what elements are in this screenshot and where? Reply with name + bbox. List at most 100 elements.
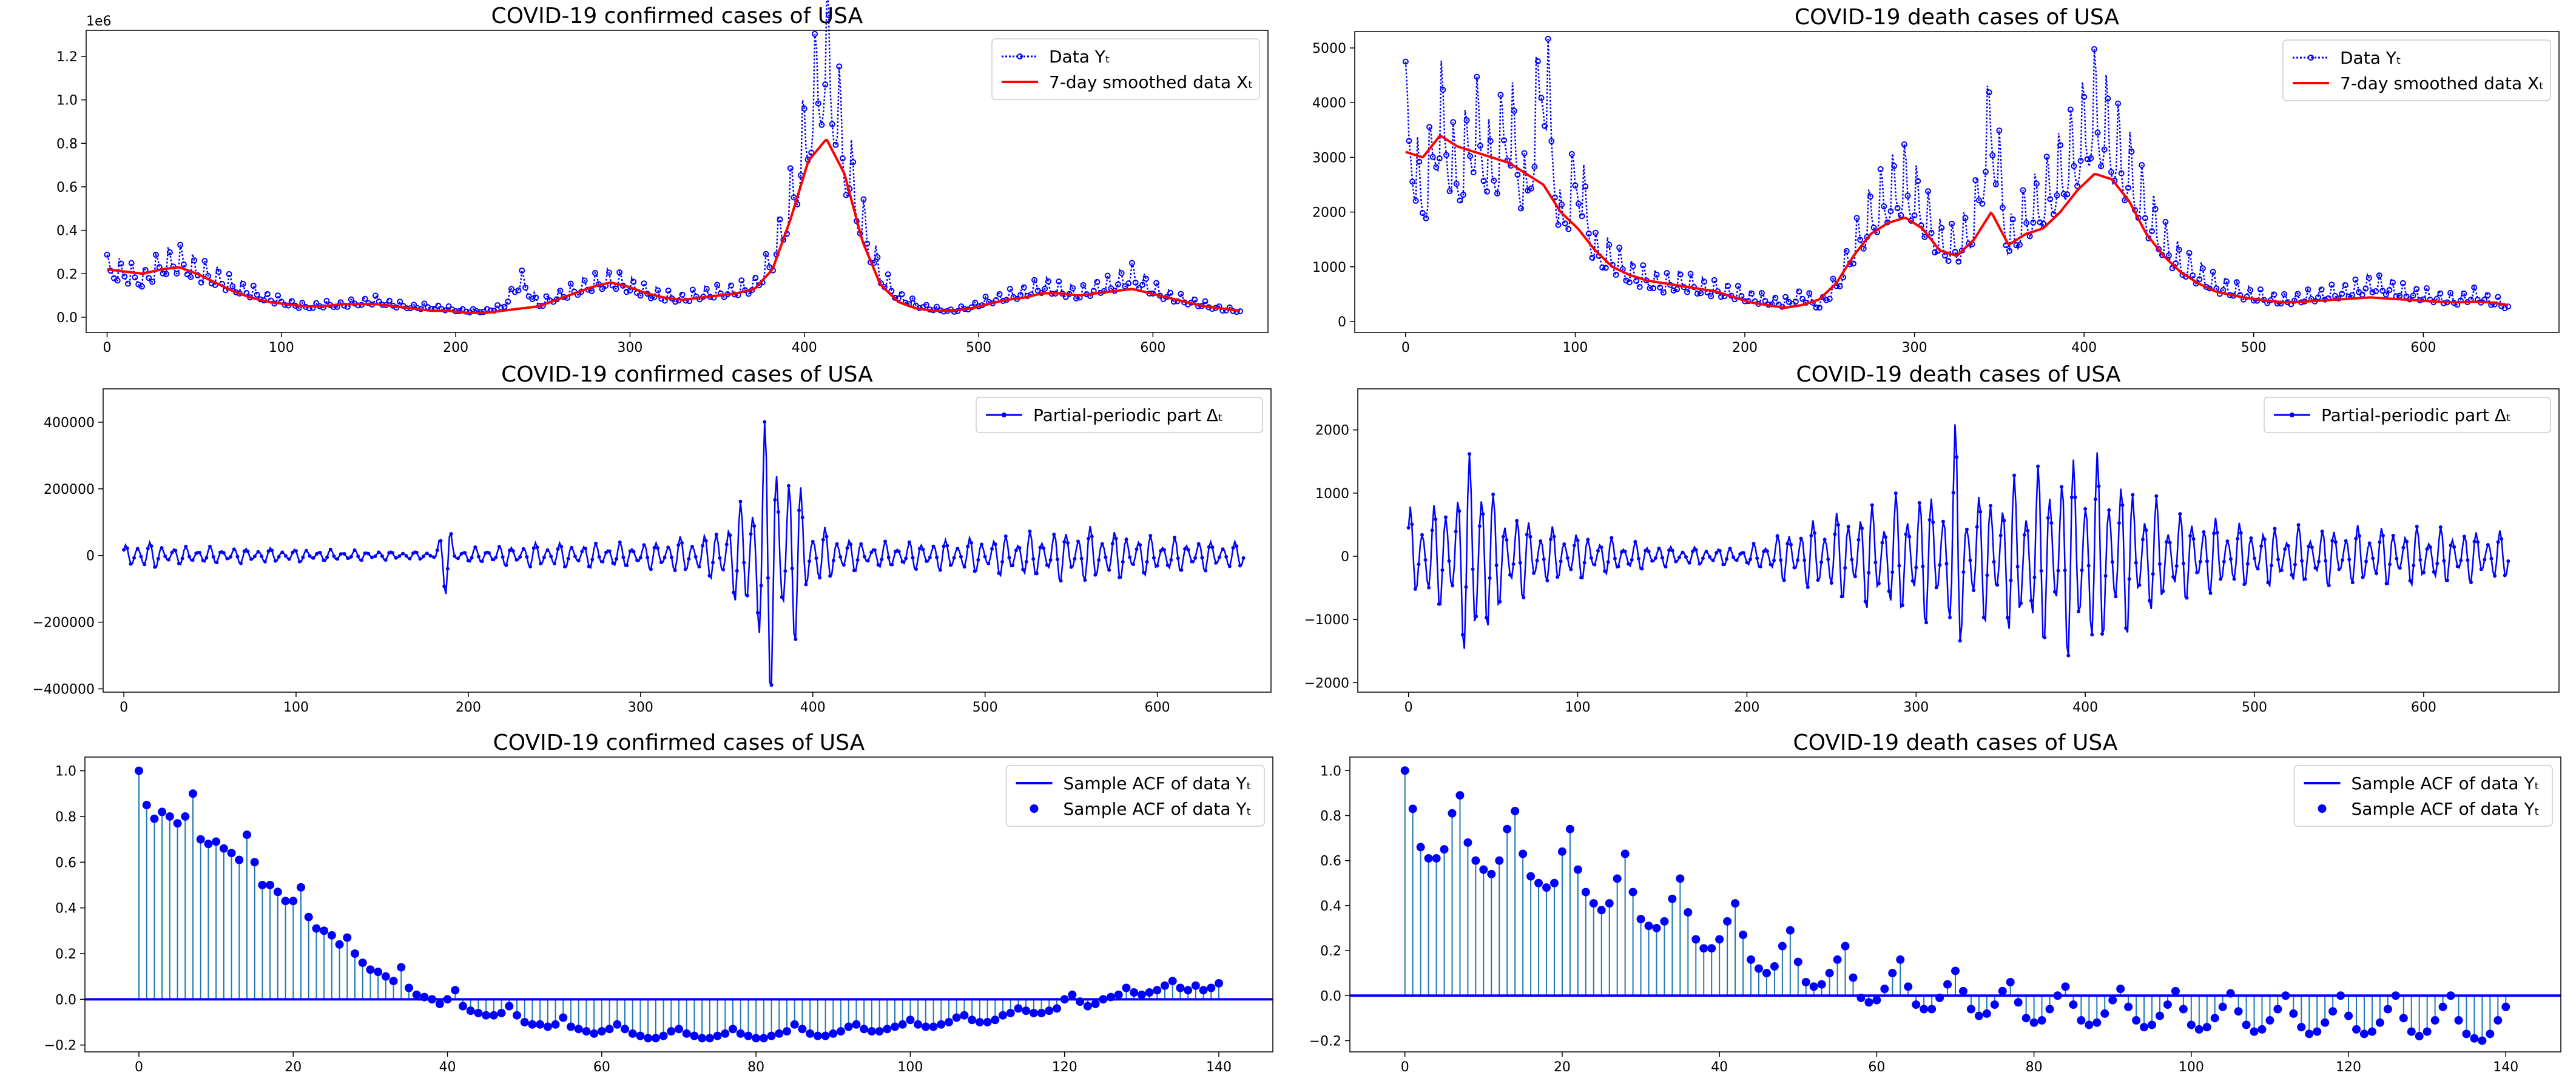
y-tick-label: −0.2 [44, 1039, 76, 1054]
data-point [543, 293, 550, 300]
data-point [738, 277, 745, 284]
data-point [787, 165, 794, 172]
p2-series-layer [1402, 36, 2512, 312]
acf-marker [906, 1015, 915, 1025]
data-point [435, 303, 442, 309]
data-point [818, 121, 825, 128]
p3-series-layer [122, 420, 1246, 688]
acf-marker [2493, 1016, 2503, 1025]
acf-marker [2486, 1029, 2495, 1039]
data-point [2152, 206, 2159, 212]
acf-marker [621, 1025, 629, 1034]
p5-series-layer [85, 766, 1273, 1043]
data-point [1945, 258, 1952, 264]
data-point [1650, 285, 1657, 292]
data-point [1823, 297, 1830, 303]
data-point [515, 287, 522, 294]
data-point [811, 30, 818, 37]
acf-marker [173, 819, 182, 828]
data-point [1653, 271, 1660, 278]
acf-marker [2250, 1027, 2259, 1036]
data-point [1796, 288, 1802, 295]
data-point [1104, 272, 1111, 279]
acf-marker [489, 1011, 498, 1020]
chart-p2-svg: COVID-19 death cases of USA 0 100 200 300 400… [1312, 5, 2560, 355]
data-point [1419, 210, 1426, 217]
acf-marker [667, 1027, 676, 1036]
data-point [180, 261, 187, 268]
data-point [2342, 282, 2348, 289]
data-point [2040, 221, 2047, 227]
data-point [647, 295, 654, 301]
p1-series-layer [104, 0, 1244, 315]
x-tick-label: 500 [966, 340, 991, 355]
y-tick-label: 0.2 [55, 947, 76, 962]
data-point [2165, 252, 2172, 259]
acf-marker [744, 1031, 753, 1040]
data-point [1070, 285, 1076, 292]
series-line-partial-periodic [1408, 424, 2509, 656]
y-tick-label: 1.0 [1320, 764, 1341, 779]
acf-marker [250, 858, 259, 867]
data-point [2108, 169, 2114, 175]
legend-swatch-marker [1017, 53, 1023, 59]
data-point [2003, 242, 2009, 249]
acf-marker [1958, 986, 1967, 995]
acf-marker [466, 1006, 475, 1015]
data-point [2233, 279, 2240, 286]
acf-marker [698, 1034, 707, 1043]
acf-marker [999, 1011, 1007, 1020]
acf-marker [1130, 988, 1139, 997]
acf-marker [2438, 1002, 2447, 1011]
acf-marker [1557, 847, 1566, 856]
data-point [2410, 292, 2416, 299]
y-tick-label: 0.0 [56, 311, 78, 326]
data-point [2339, 291, 2345, 297]
data-point [801, 106, 808, 112]
data-point [2009, 216, 2016, 223]
acf-marker [520, 1018, 529, 1027]
acf-marker [2100, 1009, 2109, 1018]
x-tick-label: 400 [2071, 340, 2097, 355]
chart-title: COVID-19 confirmed cases of USA [501, 362, 873, 387]
data-point [1453, 181, 1460, 187]
acf-marker [2171, 986, 2180, 995]
acf-marker [1943, 980, 1952, 989]
data-point [1989, 152, 1996, 159]
acf-marker [158, 807, 167, 817]
data-point [843, 192, 849, 198]
data-point [1094, 278, 1101, 285]
data-point [2365, 275, 2372, 281]
chart-p4-svg: COVID-19 death cases of USA 0 100 200 300 400… [1304, 362, 2560, 715]
chart-confirmed-cases: COVID-19 confirmed cases of USA 1e6 0 100 20… [0, 0, 1288, 360]
acf-marker [165, 812, 174, 821]
data-point [899, 291, 905, 297]
x-tick-label: 400 [2072, 700, 2098, 715]
y-tick-label: −0.2 [1309, 1034, 1341, 1049]
data-point [1806, 290, 1813, 297]
data-point [146, 275, 152, 281]
acf-marker [2297, 1023, 2306, 1032]
acf-marker [1199, 986, 1208, 995]
legend-label: Data Yₜ [2340, 48, 2401, 68]
acf-marker [1896, 955, 1905, 964]
y-tick-label: 0.4 [55, 901, 76, 917]
data-point [2162, 218, 2169, 225]
legend-label: 7-day smoothed data Xₜ [1049, 72, 1253, 92]
acf-marker [1684, 908, 1693, 917]
series-line-partial-periodic [123, 422, 1244, 688]
x-tick-label: 600 [2411, 700, 2436, 715]
legend: Data Yₜ 7-day smoothed data Xₜ [991, 38, 1260, 100]
acf-marker [1455, 791, 1465, 800]
acf-marker [358, 958, 367, 968]
data-point [1470, 169, 1477, 176]
acf-marker [451, 986, 460, 995]
plot-frame [1354, 31, 2560, 333]
data-point [1606, 241, 1613, 248]
x-tick-label: 500 [973, 700, 998, 715]
acf-marker [2454, 1016, 2463, 1025]
acf-marker [1184, 986, 1193, 995]
acf-marker [1676, 874, 1685, 883]
data-point [1599, 264, 1606, 271]
legend-label: Data Yₜ [1049, 47, 1110, 67]
